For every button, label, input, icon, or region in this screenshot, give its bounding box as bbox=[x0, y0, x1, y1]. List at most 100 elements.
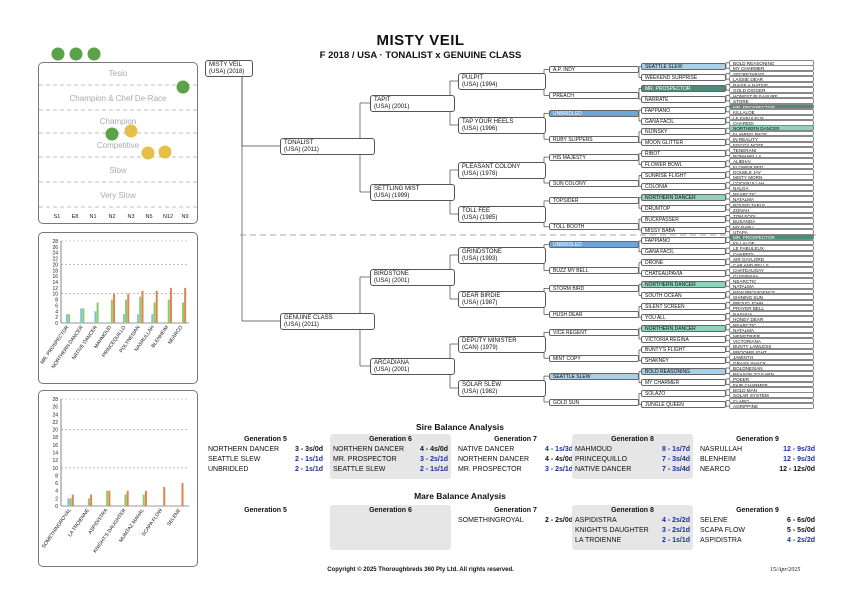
g4-horse: SUN COLONY bbox=[549, 179, 639, 187]
balance-row: SOMETHINGROYAL 2 - 2s/0d bbox=[458, 516, 573, 526]
g5-horse: JUNGLE QUEEN bbox=[641, 400, 726, 408]
g6-horse: ALIBHAI bbox=[729, 158, 814, 164]
profile-x-label: N12 bbox=[163, 214, 173, 220]
bar bbox=[122, 314, 125, 323]
bar bbox=[69, 498, 72, 506]
bar bbox=[127, 293, 130, 323]
g6-horse: LASSIE DEAR bbox=[729, 76, 814, 82]
bar bbox=[106, 490, 109, 506]
g6-horse: NEARCTIC bbox=[729, 278, 814, 284]
g5-horse: COLONIA bbox=[641, 182, 726, 190]
g5-horse: MY CHARMER bbox=[641, 379, 726, 387]
profile-row-label: Competitive bbox=[97, 141, 140, 150]
g6-horse: CAP AND BELLS bbox=[729, 261, 814, 268]
g5-horse: MOON GLITTER bbox=[641, 139, 726, 147]
generation-column: Generation 7 SOMETHINGROYAL 2 - 2s/0d bbox=[455, 505, 576, 545]
profile-x-label: N3 bbox=[127, 214, 134, 220]
g4-horse: BUZZ MY BELL bbox=[549, 267, 639, 275]
g6-horse: LE FABULEUX bbox=[729, 114, 814, 121]
profile-dot bbox=[124, 124, 138, 138]
ancestor-count: 3 - 2s/1d bbox=[544, 466, 573, 473]
g6-horse: MR. PROSPECTOR bbox=[729, 234, 814, 240]
page-subtitle: F 2018 / USA · TONALIST x GENUINE CLASS bbox=[319, 50, 522, 61]
bar bbox=[142, 494, 145, 506]
profile-dot bbox=[176, 80, 190, 94]
g6-horse: CHATEAUGAY bbox=[729, 267, 814, 273]
g6-horse: PRAYER BELL bbox=[729, 305, 814, 311]
balance-row: SEATTLE SLEW 2 - 1s/1d bbox=[208, 455, 323, 465]
g5-horse: MR. PROSPECTOR bbox=[641, 84, 726, 92]
bar bbox=[167, 299, 170, 323]
g6-horse: BROOMFLIGHT bbox=[729, 348, 814, 355]
balance-row: ASPIDISTRA 4 - 2s/2d bbox=[700, 536, 815, 546]
ancestor-count: 4 - 1s/3d bbox=[544, 446, 573, 453]
g6-horse: KILLALOE bbox=[729, 109, 814, 115]
ancestor-name: NATIVE DANCER bbox=[458, 446, 515, 453]
ancestor-count: 7 - 3s/4d bbox=[661, 456, 690, 463]
g3-horse: TOLL FEE (USA) (1985) bbox=[458, 206, 546, 223]
g5-horse: MISSY BABA bbox=[641, 226, 726, 234]
g6-horse: CHAREDI bbox=[729, 119, 814, 126]
bar bbox=[144, 490, 147, 506]
g6-horse: SHINING SUN bbox=[729, 294, 814, 300]
bar bbox=[113, 293, 116, 323]
g6-horse: RAISE A NATIVE bbox=[729, 81, 814, 88]
generation-column: Generation 9 NASRULLAH 12 - 9s/3d BLENHEIM 1… bbox=[697, 434, 818, 475]
g4-horse: STORM BIRD bbox=[549, 285, 639, 292]
g6-horse: SOLAR SYSTEM bbox=[729, 392, 814, 399]
profile-row-label: Champion & Chef De-Race bbox=[70, 94, 167, 103]
ancestor-count: 12 - 9s/3d bbox=[783, 456, 815, 463]
g5-horse: FAPPIANO bbox=[641, 237, 726, 245]
y-tick-label: 14 bbox=[52, 451, 58, 457]
g5-horse: BUNTY'S FLIGHT bbox=[641, 346, 726, 354]
g6-horse: MISTY MORN bbox=[729, 174, 814, 181]
g5-horse: SOLAZO bbox=[641, 390, 726, 397]
generation-column: Generation 7 NATIVE DANCER 4 - 1s/3d NORTHE… bbox=[455, 434, 576, 475]
g6-horse: MR. PROSPECTOR bbox=[729, 103, 814, 110]
bar bbox=[141, 290, 144, 323]
g5-horse: NORTHERN DANCER bbox=[641, 324, 726, 332]
g6-horse: TENERANI bbox=[729, 147, 814, 153]
ancestor-name: MAHMOUD bbox=[575, 446, 612, 453]
sire-balance-title: Sire Balance Analysis bbox=[415, 422, 505, 432]
g5-horse: NIJINSKY bbox=[641, 128, 726, 136]
ancestor-name: NORTHERN DANCER bbox=[208, 446, 280, 453]
g4-horse: MINT COPY bbox=[549, 354, 639, 362]
balance-row: NORTHERN DANCER 4 - 4s/0d bbox=[333, 445, 448, 455]
ancestor-count: 3 - 2s/1d bbox=[661, 527, 690, 534]
ancestor-name: MR. PROSPECTOR bbox=[333, 456, 397, 463]
g6-horse: CHAREDI bbox=[729, 250, 814, 257]
generation-label: Generation 6 bbox=[369, 436, 412, 443]
generation-label: Generation 7 bbox=[494, 507, 537, 514]
copyright: Copyright © 2025 Thoroughbreds 360 Pty L… bbox=[327, 567, 514, 573]
balance-row: PRINCEQUILLO 7 - 3s/4d bbox=[575, 455, 690, 465]
ancestor-name: NORTHERN DANCER bbox=[333, 446, 405, 453]
g6-horse: TOM FOOL bbox=[729, 212, 814, 219]
g3-horse: PLEASANT COLONY (USA) (1978) bbox=[458, 162, 546, 179]
balance-row: NASRULLAH 12 - 9s/3d bbox=[700, 445, 815, 455]
g2-horse: SETTLING MIST (USA) (1999) bbox=[370, 184, 455, 201]
ancestor-count: 12 - 12s/0d bbox=[779, 466, 815, 473]
generation-label: Generation 5 bbox=[244, 507, 287, 514]
bar bbox=[80, 308, 83, 323]
g6-horse: REASON TO EARN bbox=[729, 370, 814, 377]
g4-horse: UNBRIDLED bbox=[549, 109, 639, 117]
ancestor-count: 6 - 6s/0d bbox=[786, 517, 815, 524]
g5-horse: NARRATE bbox=[641, 95, 726, 103]
generation-label: Generation 7 bbox=[494, 436, 537, 443]
balance-row: SEATTLE SLEW 2 - 1s/1d bbox=[333, 465, 448, 475]
subject-horse: MISTY VEIL (USA) (2018) bbox=[205, 60, 253, 77]
g6-horse: STORE bbox=[729, 98, 814, 104]
g6-horse: NALGA bbox=[729, 185, 814, 191]
y-tick-label: 24 bbox=[52, 412, 58, 418]
bar bbox=[124, 494, 127, 506]
g6-horse: ZONAH bbox=[729, 207, 814, 213]
bar bbox=[68, 314, 71, 323]
y-tick-label: 22 bbox=[52, 420, 58, 426]
ancestor-name: BLENHEIM bbox=[700, 456, 736, 463]
g6-horse: FLAMING PAGE bbox=[729, 130, 814, 137]
bar bbox=[137, 314, 140, 323]
g5-horse: WEEKEND SURPRISE bbox=[641, 73, 726, 81]
g6-horse: POKER bbox=[729, 376, 814, 382]
category-label: SOMETHINGROYAL bbox=[41, 508, 73, 550]
